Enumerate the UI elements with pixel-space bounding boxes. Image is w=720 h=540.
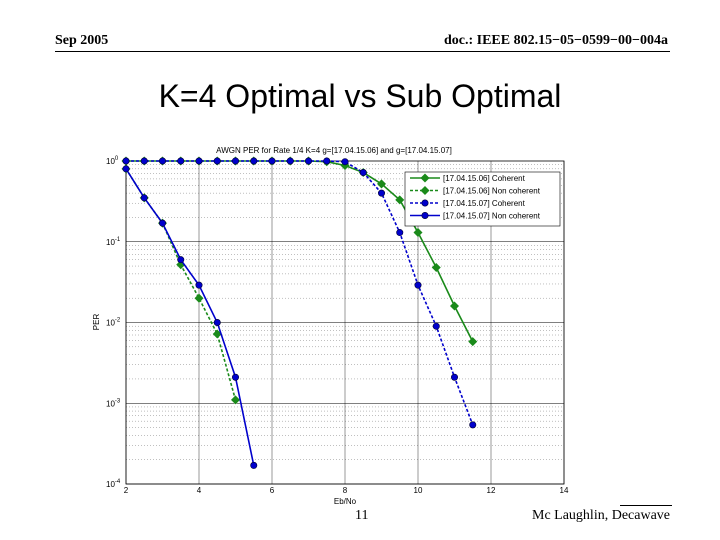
data-point [177,256,185,264]
data-point [421,199,429,207]
series-line [125,168,255,466]
y-tick-label: 10-1 [106,237,121,247]
data-point [177,157,185,165]
series-2 [121,164,241,405]
data-point [194,293,204,303]
data-point [396,229,404,237]
data-point [420,173,430,183]
data-point [250,157,258,165]
legend-label: [17.04.15.07] Coherent [443,199,526,208]
legend-box [404,171,561,227]
data-point [159,219,167,227]
x-tick-label: 8 [343,486,348,495]
series-layer [121,156,478,469]
legend-entry: [17.04.15.06] Non coherent [410,185,541,196]
data-point [195,157,203,165]
x-tick-label: 14 [560,486,569,495]
author-rule [620,505,672,506]
data-point [140,157,148,165]
legend: [17.04.15.06] Coherent [17.04.15.06] Non … [404,171,561,227]
data-point [421,212,429,220]
series-line [125,168,237,401]
data-point [159,157,167,165]
data-point [450,373,458,381]
header-date: Sep 2005 [55,33,109,48]
legend-entry: [17.04.15.06] Coherent [410,173,526,183]
data-point [286,157,294,165]
y-tick-label: 100 [106,156,119,166]
data-point [395,195,405,205]
y-tick-label: 10-4 [106,479,121,489]
data-point [341,158,349,166]
data-point [377,189,385,197]
x-tick-label: 10 [414,486,423,495]
series-3 [122,157,477,429]
data-point [304,157,312,165]
data-point [432,322,440,330]
data-point [413,228,423,238]
data-point [250,461,258,469]
data-point [232,157,240,165]
page-number: 11 [355,508,369,523]
header-doc-id: doc.: IEEE 802.15−05−0599−00−004a [443,33,668,48]
data-point [230,395,241,405]
data-point [431,262,441,272]
y-axis: 10-4 10-3 10-2 10-1 100 [106,156,121,489]
data-point [376,179,387,189]
data-point [122,157,130,165]
data-point [449,301,460,311]
data-point [232,373,240,381]
legend-label: [17.04.15.06] Coherent [443,174,526,183]
legend-entry: [17.04.15.07] Coherent [410,199,526,208]
x-axis: 2 4 6 8 10 12 14 [124,486,569,495]
author-name: Mc Laughlin, Decawave [532,508,670,523]
header-rule [55,51,670,52]
chart-title: AWGN PER for Rate 1/4 K=4 g=[17.04.15.06… [216,146,452,155]
x-tick-label: 6 [270,486,275,495]
data-point [140,194,148,202]
data-point [213,318,221,326]
data-point [212,329,222,339]
y-tick-label: 10-3 [106,398,121,408]
data-point [268,157,276,165]
data-point [414,281,422,289]
y-axis-label: PER [92,314,101,331]
data-point [359,169,367,177]
data-point [122,165,130,173]
data-point [195,281,203,289]
y-tick-label: 10-2 [106,318,121,328]
data-point [469,421,477,429]
x-tick-label: 4 [197,486,202,495]
slide-title: K=4 Optimal vs Sub Optimal [158,78,562,114]
series-4 [122,165,258,469]
legend-label: [17.04.15.07] Non coherent [443,212,541,221]
legend-entry: [17.04.15.07] Non coherent [410,212,541,221]
data-point [323,157,331,165]
x-axis-label: Eb/No [334,497,357,506]
data-point [213,157,221,165]
legend-label: [17.04.15.06] Non coherent [443,187,541,196]
data-point [420,185,430,196]
x-tick-label: 12 [487,486,496,495]
data-point [468,337,478,347]
x-tick-label: 2 [124,486,129,495]
